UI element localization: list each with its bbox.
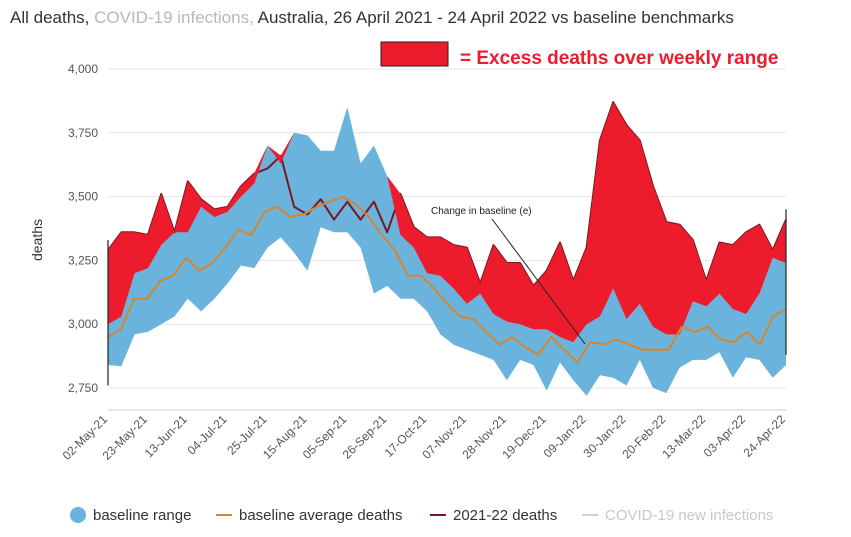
y-tick-label: 4,000	[68, 62, 98, 76]
baseline-average-line	[107, 195, 787, 364]
y-tick-label: 2,750	[68, 381, 98, 395]
legend-label-baseline-average: baseline average deaths	[239, 506, 403, 524]
y-tick-label: 3,750	[68, 126, 98, 140]
title-part-all-deaths: All deaths,	[10, 8, 90, 27]
excess-deaths-area-overlay	[108, 102, 786, 343]
legend-swatch-baseline-range	[70, 507, 86, 523]
legend-item-covid-infections[interactable]: COVID-19 new infections	[582, 503, 773, 527]
legend-item-baseline-average[interactable]: baseline average deaths	[216, 503, 402, 527]
excess-legend-swatch	[380, 41, 449, 67]
title-part-covid-infections: COVID-19 infections,	[94, 8, 254, 27]
x-tick-label: 04-Jul-21	[184, 412, 230, 458]
x-tick-label: 24-Apr-22	[740, 412, 788, 460]
x-tick-label: 03-Apr-22	[701, 412, 749, 460]
y-tick-label: 3,000	[68, 317, 98, 331]
y-axis-label: deaths	[29, 219, 45, 261]
legend-label-2021-22-deaths: 2021-22 deaths	[453, 506, 558, 524]
legend-swatch-2021-22-deaths	[430, 514, 446, 516]
legend-item-2021-22-deaths[interactable]: 2021-22 deaths	[430, 503, 557, 527]
legend-swatch-covid-infections	[582, 514, 598, 516]
legend-label-covid-infections: COVID-19 new infections	[605, 506, 774, 524]
x-tick-label: 26-Sep-21	[340, 412, 390, 462]
annotation-change-in-baseline: Change in baseline (e)	[431, 206, 532, 217]
legend-swatch-baseline-average	[216, 514, 232, 516]
y-tick-label: 3,250	[68, 253, 98, 267]
y-tick-label: 3,500	[68, 190, 98, 204]
x-tick-label: 09-Jan-22	[541, 412, 589, 460]
x-tick-label: 13-Jun-21	[142, 412, 190, 460]
legend-label-baseline-range: baseline range	[93, 506, 192, 524]
legend-item-baseline-range[interactable]: baseline range	[70, 503, 191, 527]
excess-legend-label: = Excess deaths over weekly range	[460, 48, 778, 69]
title-part-scope: Australia, 26 April 2021 - 24 April 2022…	[257, 8, 734, 27]
x-tick-label: 19-Dec-21	[499, 412, 549, 462]
chart-area: 2,7503,0003,2503,5003,7504,000deaths02-M…	[29, 41, 788, 463]
baseline-range-area	[108, 107, 786, 396]
annotation-pointer-line	[491, 218, 586, 345]
legend: baseline range baseline average deaths 2…	[0, 503, 851, 527]
chart-title: All deaths, COVID-19 infections, Austral…	[10, 8, 734, 28]
x-tick-label: 13-Mar-22	[659, 412, 708, 461]
